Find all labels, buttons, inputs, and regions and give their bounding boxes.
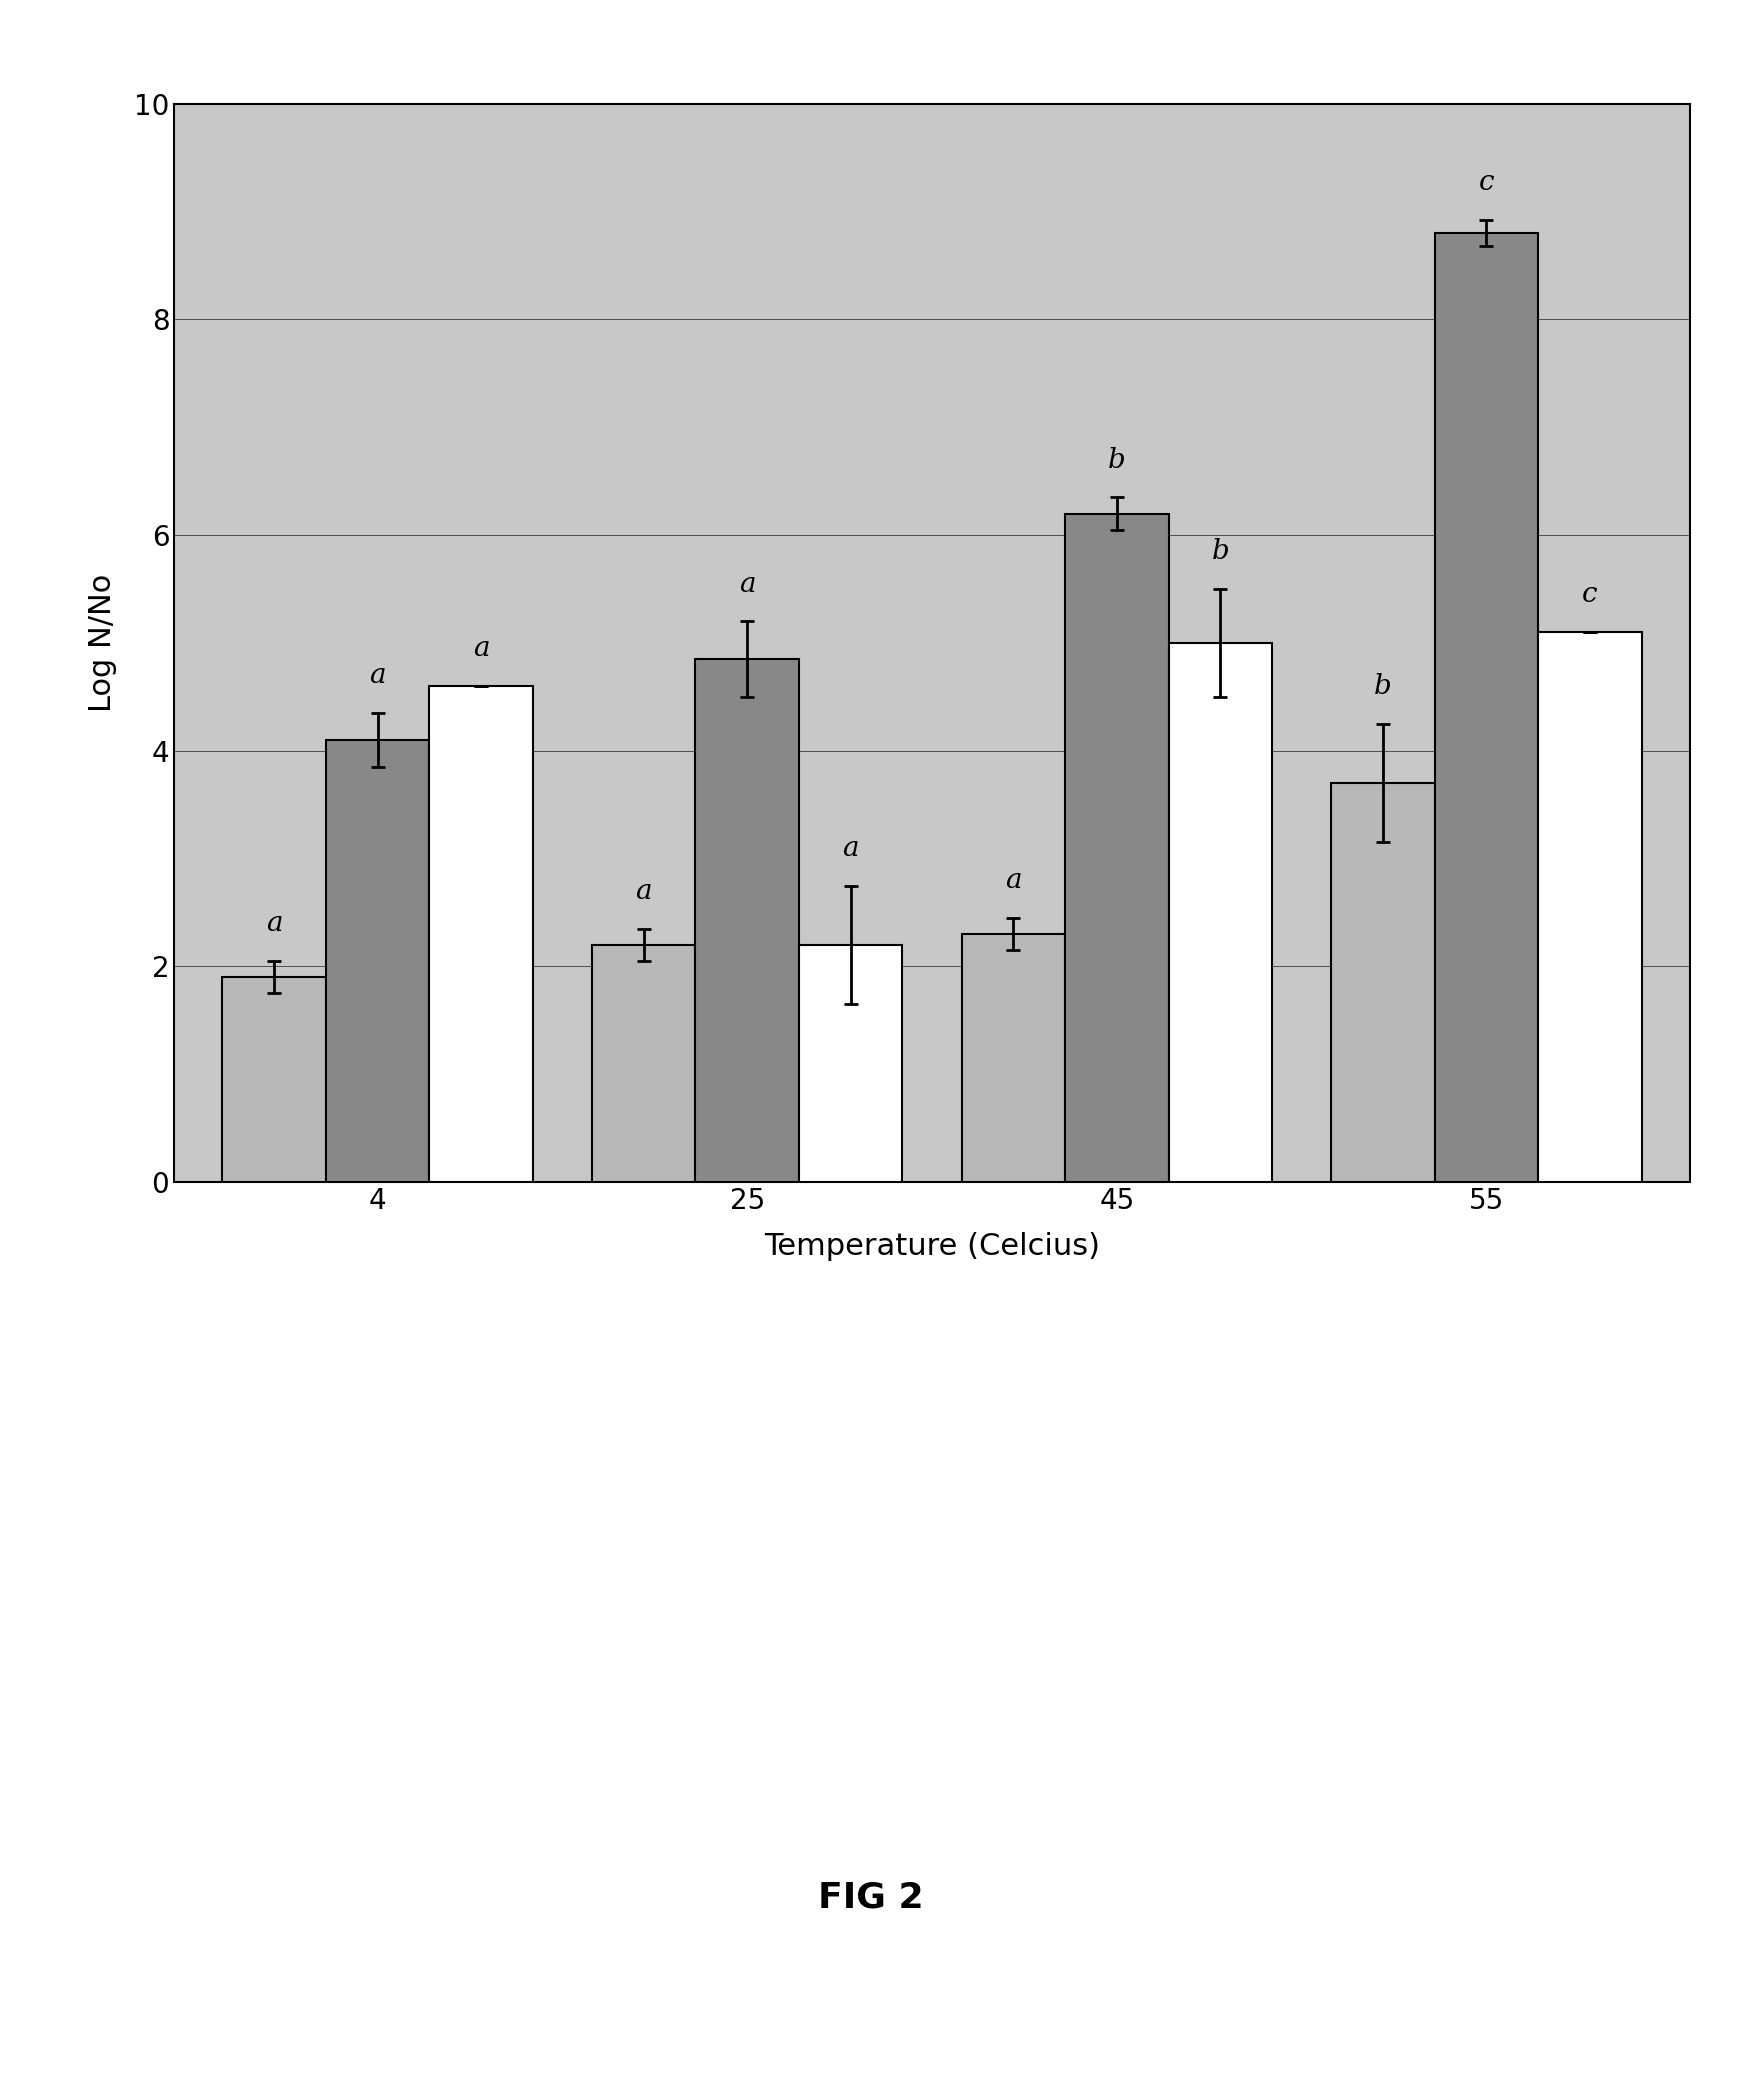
Text: FIG 2: FIG 2 — [819, 1881, 923, 1914]
Text: b: b — [1211, 539, 1230, 566]
Bar — [1331, 784, 1435, 1182]
Bar — [1538, 633, 1641, 1182]
Text: c: c — [1582, 581, 1597, 608]
Y-axis label: Log N/No: Log N/No — [89, 574, 117, 711]
Text: a: a — [636, 877, 652, 904]
Bar — [429, 686, 533, 1182]
Bar — [326, 740, 429, 1182]
Bar — [1435, 232, 1538, 1182]
Bar — [800, 946, 902, 1182]
Text: b: b — [1108, 446, 1125, 473]
Text: a: a — [843, 836, 859, 863]
Text: a: a — [1005, 867, 1021, 894]
Text: b: b — [1374, 674, 1392, 701]
Text: a: a — [369, 662, 385, 689]
Bar — [962, 933, 1064, 1182]
X-axis label: Temperature (Celcius): Temperature (Celcius) — [765, 1232, 1099, 1261]
Bar — [695, 660, 800, 1182]
Bar — [1169, 643, 1272, 1182]
Text: c: c — [1479, 170, 1495, 197]
Bar — [592, 946, 695, 1182]
Bar — [223, 977, 326, 1182]
Text: a: a — [267, 910, 282, 937]
Text: a: a — [472, 635, 490, 662]
Bar — [1064, 514, 1169, 1182]
Text: a: a — [739, 570, 756, 597]
